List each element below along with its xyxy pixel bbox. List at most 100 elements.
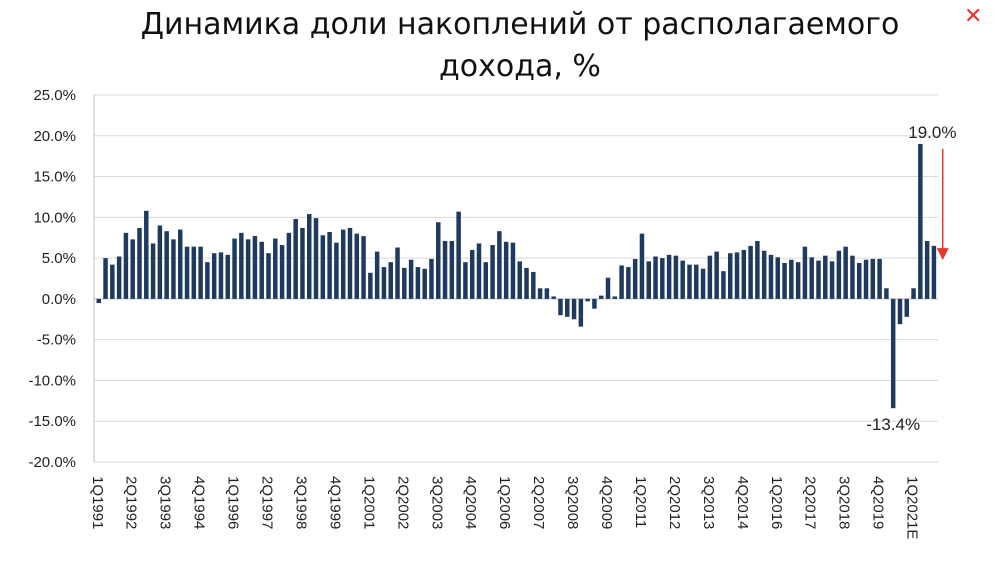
bar bbox=[415, 267, 421, 299]
bar bbox=[463, 262, 468, 299]
x-tick-label: 2Q2002 bbox=[394, 476, 411, 529]
bar bbox=[768, 254, 774, 299]
bar bbox=[388, 262, 393, 299]
y-tick-label: 15.0% bbox=[33, 169, 76, 186]
bar bbox=[605, 277, 611, 299]
bar bbox=[164, 231, 169, 299]
bar bbox=[205, 262, 210, 299]
bar bbox=[368, 272, 373, 299]
y-tick-label: 10.0% bbox=[33, 209, 76, 226]
bar bbox=[877, 258, 882, 299]
bar bbox=[497, 231, 502, 299]
bar bbox=[476, 243, 482, 299]
y-tick-label: 20.0% bbox=[33, 128, 76, 145]
bar bbox=[490, 245, 495, 299]
x-tick-label: 4Q1999 bbox=[326, 476, 343, 529]
bar bbox=[727, 253, 733, 299]
bar bbox=[361, 236, 366, 299]
bar bbox=[198, 246, 203, 299]
bar bbox=[408, 259, 414, 299]
bar bbox=[809, 257, 814, 299]
bar bbox=[184, 246, 190, 299]
bar bbox=[123, 232, 129, 299]
close-icon[interactable]: ✕ bbox=[964, 4, 983, 29]
bar bbox=[266, 253, 271, 299]
bar bbox=[823, 255, 828, 299]
bar bbox=[904, 298, 910, 317]
bar bbox=[911, 288, 916, 299]
bar bbox=[721, 271, 726, 299]
arrow-head bbox=[936, 248, 949, 261]
bar bbox=[116, 256, 122, 299]
x-tick-label: 1Q2001 bbox=[360, 476, 377, 529]
data-label: -13.4% bbox=[866, 415, 920, 434]
bar bbox=[232, 238, 237, 299]
bar bbox=[680, 260, 685, 299]
bar bbox=[191, 246, 197, 299]
bar bbox=[456, 211, 461, 299]
x-tick-label: 3Q1993 bbox=[157, 476, 174, 529]
bar bbox=[130, 239, 135, 299]
x-tick-label: 3Q2018 bbox=[836, 476, 853, 529]
x-tick-label: 4Q2014 bbox=[734, 476, 751, 529]
bar bbox=[177, 229, 183, 299]
x-tick-label: 3Q2008 bbox=[564, 476, 581, 529]
bar bbox=[374, 251, 380, 299]
bar bbox=[395, 247, 400, 299]
x-tick-label: 2Q1997 bbox=[259, 476, 276, 529]
bar bbox=[856, 263, 862, 299]
bar bbox=[103, 258, 108, 299]
x-tick-label: 4Q2009 bbox=[598, 476, 615, 529]
bar bbox=[449, 240, 455, 299]
bar bbox=[646, 261, 651, 299]
bar bbox=[531, 271, 536, 299]
y-tick-label: -5.0% bbox=[37, 332, 76, 349]
bar bbox=[619, 265, 624, 299]
bar bbox=[422, 268, 427, 299]
y-tick-label: -10.0% bbox=[28, 372, 76, 389]
bar bbox=[884, 288, 889, 299]
bar bbox=[863, 259, 869, 299]
x-tick-label: 2Q1992 bbox=[123, 476, 140, 529]
x-tick-label: 2Q2012 bbox=[666, 476, 683, 529]
bar bbox=[429, 258, 434, 299]
bar bbox=[700, 268, 706, 299]
bar bbox=[829, 261, 835, 299]
bar bbox=[585, 298, 590, 302]
x-tick-label: 2Q2007 bbox=[530, 476, 547, 529]
bar bbox=[96, 298, 101, 303]
bar bbox=[340, 229, 346, 299]
x-tick-label: 3Q1998 bbox=[292, 476, 309, 529]
y-tick-label: -15.0% bbox=[28, 413, 76, 430]
bar bbox=[307, 214, 312, 299]
bar bbox=[157, 225, 163, 299]
bar bbox=[483, 262, 489, 299]
bar bbox=[843, 246, 848, 299]
x-tick-label: 2Q2017 bbox=[802, 476, 819, 529]
bar bbox=[218, 252, 224, 299]
y-tick-label: 0.0% bbox=[42, 291, 76, 308]
bar bbox=[137, 227, 142, 299]
bar bbox=[653, 256, 658, 299]
bar bbox=[245, 239, 251, 299]
bar bbox=[537, 288, 543, 299]
bar bbox=[334, 242, 339, 299]
bar bbox=[850, 255, 855, 299]
x-tick-label: 4Q2004 bbox=[462, 476, 479, 529]
bar bbox=[782, 263, 787, 299]
x-tick-label: 1Q1991 bbox=[89, 476, 106, 529]
bar bbox=[211, 253, 217, 299]
x-tick-label: 1Q1996 bbox=[225, 476, 242, 529]
bar bbox=[626, 267, 631, 299]
bar bbox=[789, 259, 794, 299]
bar bbox=[110, 264, 115, 299]
x-tick-label: 4Q1994 bbox=[191, 476, 208, 529]
bar bbox=[510, 242, 516, 299]
bar bbox=[748, 245, 753, 299]
bar bbox=[897, 298, 903, 325]
bar bbox=[565, 298, 570, 317]
bar bbox=[632, 258, 638, 299]
bar bbox=[544, 288, 550, 299]
bar bbox=[802, 246, 808, 299]
